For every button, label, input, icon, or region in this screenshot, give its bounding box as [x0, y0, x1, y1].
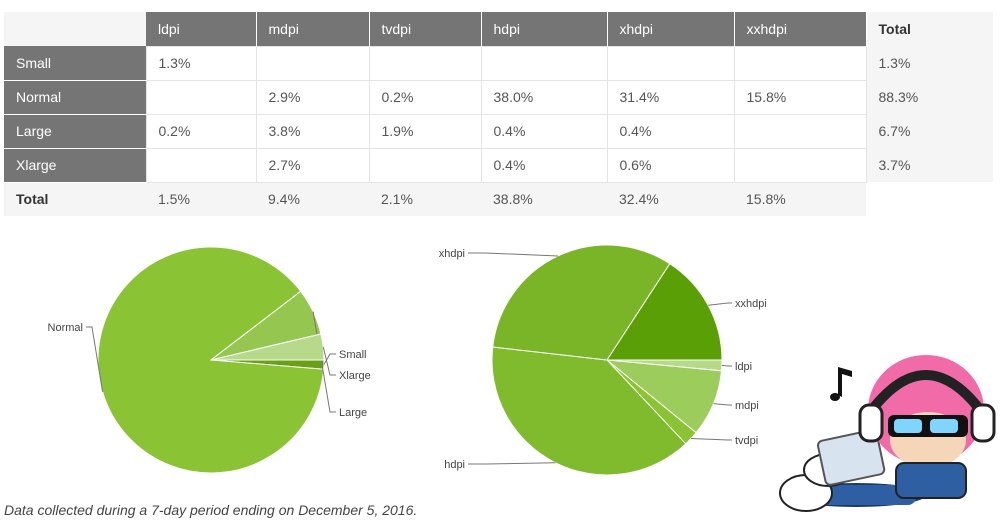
- row-total-cell: 3.7%: [866, 148, 993, 182]
- pie-label-xhdpi: xhdpi: [439, 248, 465, 260]
- table-cell: [145, 147, 257, 183]
- table-row: Large 0.2% 3.8% 1.9% 0.4% 0.4% 6.7%: [4, 113, 993, 149]
- pie-label-large: Large: [339, 407, 367, 419]
- column-total-cell: 32.4%: [607, 182, 734, 216]
- table-total-row: Total 1.5% 9.4% 2.1% 38.8% 32.4% 15.8%: [4, 182, 993, 216]
- row-header: Normal: [4, 80, 146, 115]
- pie-slice-xlarge: [210, 333, 325, 361]
- pie-label-normal: Normal: [48, 322, 83, 334]
- music-note-icon: [830, 367, 852, 401]
- table-row: Xlarge 2.7% 0.4% 0.6% 3.7%: [4, 147, 993, 183]
- leader-line-xhdpi: [468, 252, 559, 257]
- column-total-cell: 38.8%: [481, 182, 607, 216]
- table-cell: [733, 147, 867, 183]
- row-header: Xlarge: [4, 148, 146, 183]
- leader-line-mdpi: [713, 403, 732, 406]
- table-cell: 15.8%: [733, 79, 867, 115]
- pie-label-ldpi: ldpi: [735, 361, 752, 373]
- leader-line-tvdpi: [691, 437, 732, 441]
- table-row: Small 1.3% 1.3%: [4, 45, 993, 81]
- screen-density-pie-chart: ldpi mdpi tvdpi hdpi xhdpi xxhdpi: [439, 244, 767, 476]
- table-cell: 1.9%: [368, 113, 482, 149]
- leader-line-xxhdpi: [708, 302, 732, 306]
- column-header-hdpi: hdpi: [481, 12, 608, 46]
- table-cell: [733, 45, 867, 81]
- pie-label-xxhdpi: xxhdpi: [735, 298, 767, 310]
- table-filler: [866, 182, 993, 216]
- screen-size-pie-chart: Small Normal Large Xlarge: [48, 246, 371, 474]
- pie-label-xlarge: Xlarge: [339, 370, 371, 382]
- table-cell: 0.4%: [606, 113, 735, 149]
- pie-label-hdpi: hdpi: [444, 459, 465, 471]
- table-cell: 0.2%: [145, 113, 257, 149]
- column-total-cell: 9.4%: [256, 182, 369, 216]
- table-cell: 2.9%: [255, 79, 370, 115]
- column-total-cell: 2.1%: [369, 182, 481, 216]
- table-cell: 0.4%: [480, 147, 608, 183]
- table-cell: 3.8%: [255, 113, 370, 149]
- table-cell: 38.0%: [480, 79, 608, 115]
- pie-label-small: Small: [339, 349, 367, 361]
- column-header-xxhdpi: xxhdpi: [734, 12, 867, 46]
- pie-slice-xxhdpi: [606, 262, 723, 361]
- leader-line-xlarge: [322, 346, 336, 376]
- table-cell: 0.4%: [480, 113, 608, 149]
- column-header-xhdpi: xhdpi: [607, 12, 735, 46]
- table-cell: 0.2%: [368, 79, 482, 115]
- row-total-cell: 1.3%: [866, 46, 993, 80]
- column-header-mdpi: mdpi: [256, 12, 370, 46]
- table-cell: 0.6%: [606, 147, 735, 183]
- table-header-row: ldpi mdpi tvdpi hdpi xhdpi xxhdpi Total: [4, 12, 993, 46]
- table-cell: 2.7%: [255, 147, 370, 183]
- column-header-total: Total: [866, 12, 993, 46]
- footnote: Data collected during a 7-day period end…: [4, 502, 418, 518]
- table-cell: 1.3%: [145, 45, 257, 81]
- table-cell: [733, 113, 867, 149]
- row-header: Small: [4, 46, 146, 81]
- pie-label-tvdpi: tvdpi: [735, 435, 758, 447]
- table-cell: [368, 45, 482, 81]
- row-header: Large: [4, 114, 146, 149]
- column-total-cell: 15.8%: [734, 182, 866, 216]
- leader-line-ldpi: [721, 364, 732, 367]
- pie-slice-hdpi: [491, 346, 687, 476]
- pie-label-mdpi: mdpi: [735, 400, 759, 412]
- table-row: Normal 2.9% 0.2% 38.0% 31.4% 15.8% 88.3%: [4, 79, 993, 115]
- row-total-cell: 88.3%: [866, 80, 993, 114]
- leader-line-small: [323, 353, 336, 365]
- column-header-tvdpi: tvdpi: [369, 12, 482, 46]
- total-row-header: Total: [4, 182, 146, 216]
- table-cell: [368, 147, 482, 183]
- mascot-illustration: [779, 355, 996, 512]
- table-corner: [4, 12, 146, 46]
- leader-line-hdpi: [468, 462, 556, 465]
- column-header-ldpi: ldpi: [146, 12, 257, 46]
- table-cell: [255, 45, 370, 81]
- column-total-cell: 1.5%: [146, 182, 256, 216]
- leader-line-normal: [86, 326, 104, 392]
- table-cell: [145, 79, 257, 115]
- table-cell: 31.4%: [606, 79, 735, 115]
- screen-density-table: ldpi mdpi tvdpi hdpi xhdpi xxhdpi Total …: [4, 12, 993, 216]
- table-cell: [606, 45, 735, 81]
- table-cell: [480, 45, 608, 81]
- row-total-cell: 6.7%: [866, 114, 993, 148]
